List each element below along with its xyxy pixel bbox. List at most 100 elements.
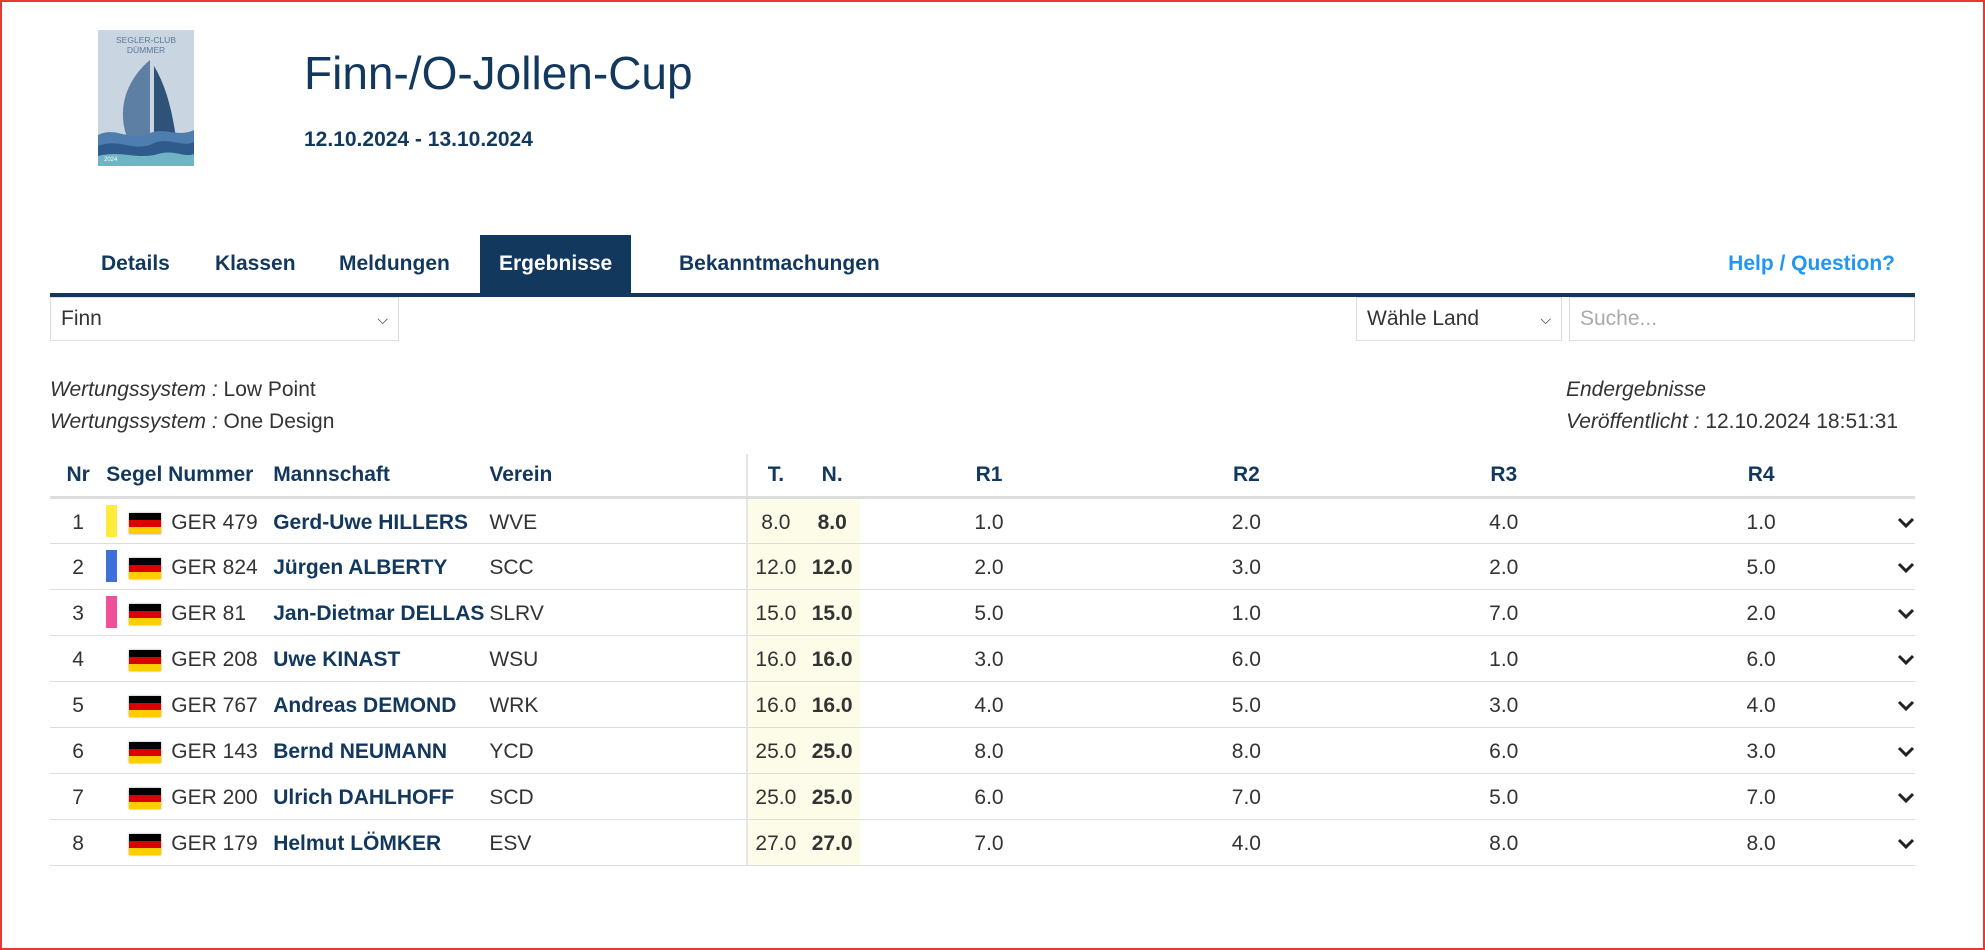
chevron-down-icon[interactable] [1897, 740, 1915, 764]
team-name[interactable]: Andreas DEMOND [273, 681, 490, 728]
col-net[interactable]: N. [804, 454, 861, 499]
germany-flag-icon [129, 833, 162, 855]
rank: 4 [50, 635, 107, 682]
tab-bekanntmachungen[interactable]: Bekanntmachungen [679, 252, 880, 275]
scoring-label: Wertungssystem : [50, 410, 218, 433]
race-2-score: 1.0 [1117, 589, 1376, 636]
germany-flag-icon [129, 512, 162, 534]
germany-flag-icon [129, 603, 162, 625]
table-row[interactable]: 6 GER 143 Bernd NEUMANN YCD 25.0 25.0 8.… [50, 727, 1915, 774]
country-select[interactable]: Wähle Land ⌵ [1356, 297, 1562, 341]
sail-number: GER 479 [171, 511, 258, 534]
race-1-score: 6.0 [860, 773, 1118, 820]
race-4-score: 8.0 [1632, 819, 1890, 866]
race-1-score: 3.0 [860, 635, 1118, 682]
table-row[interactable]: 5 GER 767 Andreas DEMOND WRK 16.0 16.0 4… [50, 681, 1915, 728]
search-input[interactable] [1569, 297, 1915, 341]
race-1-score: 4.0 [860, 681, 1118, 728]
race-4-score: 3.0 [1632, 727, 1890, 774]
col-nr[interactable]: Nr [50, 454, 107, 499]
col-team[interactable]: Mannschaft [273, 454, 490, 499]
chevron-down-icon[interactable] [1897, 832, 1915, 856]
team-name[interactable]: Jürgen ALBERTY [273, 543, 490, 590]
sail-number: GER 81 [171, 602, 246, 625]
table-row[interactable]: 3 GER 81 Jan-Dietmar DELLAS SLRV 15.0 15… [50, 589, 1915, 636]
team-name[interactable]: Bernd NEUMANN [273, 727, 490, 774]
chevron-down-icon: ⌵ [1540, 311, 1551, 327]
total-points: 16.0 [745, 635, 805, 682]
medal-indicator [106, 780, 117, 812]
medal-indicator [106, 505, 118, 537]
race-3-score: 1.0 [1375, 635, 1633, 682]
race-2-score: 3.0 [1117, 543, 1376, 590]
tab-meldungen[interactable]: Meldungen [339, 252, 450, 275]
chevron-down-icon[interactable] [1897, 602, 1915, 626]
table-row[interactable]: 1 GER 479 Gerd-Uwe HILLERS WVE 8.0 8.0 1… [50, 497, 1915, 544]
table-row[interactable]: 2 GER 824 Jürgen ALBERTY SCC 12.0 12.0 2… [50, 543, 1915, 590]
race-4-score: 4.0 [1632, 681, 1890, 728]
sail-number: GER 143 [171, 740, 258, 763]
rank: 7 [50, 773, 107, 820]
result-status: Endergebnisse [1566, 378, 1707, 401]
germany-flag-icon [129, 557, 162, 579]
sail-number: GER 767 [171, 694, 258, 717]
team-name[interactable]: Uwe KINAST [273, 635, 490, 682]
col-r3[interactable]: R3 [1375, 454, 1633, 499]
tab-klassen[interactable]: Klassen [215, 252, 296, 275]
table-row[interactable]: 8 GER 179 Helmut LÖMKER ESV 27.0 27.0 7.… [50, 819, 1915, 866]
team-name[interactable]: Jan-Dietmar DELLAS [273, 589, 490, 636]
race-2-score: 8.0 [1117, 727, 1376, 774]
logo-text-line2: DÜMMER [127, 45, 165, 55]
publish-info: Endergebnisse Veröffentlicht : 12.10.202… [1566, 374, 1898, 438]
event-dates: 12.10.2024 - 13.10.2024 [304, 128, 533, 151]
race-1-score: 8.0 [860, 727, 1118, 774]
sail-number: GER 208 [171, 648, 258, 671]
tab-ergebnisse[interactable]: Ergebnisse [480, 235, 632, 293]
chevron-down-icon[interactable] [1897, 511, 1915, 535]
germany-flag-icon [129, 741, 162, 763]
race-3-score: 2.0 [1375, 543, 1633, 590]
chevron-down-icon[interactable] [1897, 786, 1915, 810]
col-total[interactable]: T. [745, 454, 805, 499]
team-name[interactable]: Ulrich DAHLHOFF [273, 773, 490, 820]
col-expand [1889, 454, 1915, 499]
team-name[interactable]: Gerd-Uwe HILLERS [273, 497, 490, 544]
table-row[interactable]: 7 GER 200 Ulrich DAHLHOFF SCD 25.0 25.0 … [50, 773, 1915, 820]
chevron-down-icon[interactable] [1897, 648, 1915, 672]
class-select[interactable]: Finn ⌵ [50, 297, 399, 341]
club: WSU [489, 635, 747, 682]
club: ESV [489, 819, 747, 866]
race-4-score: 7.0 [1632, 773, 1890, 820]
rank: 3 [50, 589, 107, 636]
club: SCD [489, 773, 747, 820]
col-r4[interactable]: R4 [1632, 454, 1890, 499]
help-link[interactable]: Help / Question? [1728, 252, 1895, 275]
tab-details[interactable]: Details [101, 252, 170, 275]
rank: 1 [50, 497, 107, 544]
medal-indicator [106, 688, 117, 720]
medal-indicator [106, 550, 118, 582]
club: SCC [489, 543, 747, 590]
race-2-score: 2.0 [1117, 497, 1376, 544]
net-points: 25.0 [804, 727, 861, 774]
race-2-score: 4.0 [1117, 819, 1376, 866]
col-r1[interactable]: R1 [860, 454, 1118, 499]
main-nav: Details Klassen Meldungen Ergebnisse Bek… [50, 235, 1915, 297]
col-r2[interactable]: R2 [1117, 454, 1376, 499]
race-4-score: 2.0 [1632, 589, 1890, 636]
total-points: 27.0 [745, 819, 805, 866]
total-points: 12.0 [745, 543, 805, 590]
col-sail-number[interactable]: Segel Nummer [106, 454, 274, 499]
team-name[interactable]: Helmut LÖMKER [273, 819, 490, 866]
germany-flag-icon [129, 695, 162, 717]
net-points: 8.0 [804, 497, 861, 544]
logo-text-line1: SEGLER-CLUB [116, 35, 176, 45]
col-club[interactable]: Verein [489, 454, 747, 499]
table-row[interactable]: 4 GER 208 Uwe KINAST WSU 16.0 16.0 3.0 6… [50, 635, 1915, 682]
page-title: Finn-/O-Jollen-Cup [304, 47, 693, 99]
race-3-score: 4.0 [1375, 497, 1633, 544]
published-value: 12.10.2024 18:51:31 [1705, 410, 1898, 433]
chevron-down-icon[interactable] [1897, 694, 1915, 718]
chevron-down-icon[interactable] [1897, 556, 1915, 580]
results-table: Nr Segel Nummer Mannschaft Verein T. N. … [50, 454, 1915, 866]
